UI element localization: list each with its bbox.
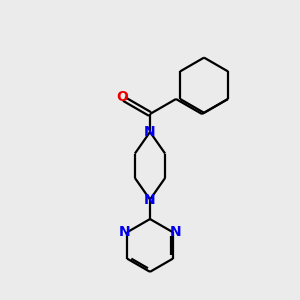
Text: N: N — [144, 125, 156, 139]
Text: N: N — [119, 225, 130, 238]
Text: O: O — [117, 90, 128, 104]
Text: N: N — [169, 225, 181, 238]
Text: N: N — [144, 193, 156, 206]
